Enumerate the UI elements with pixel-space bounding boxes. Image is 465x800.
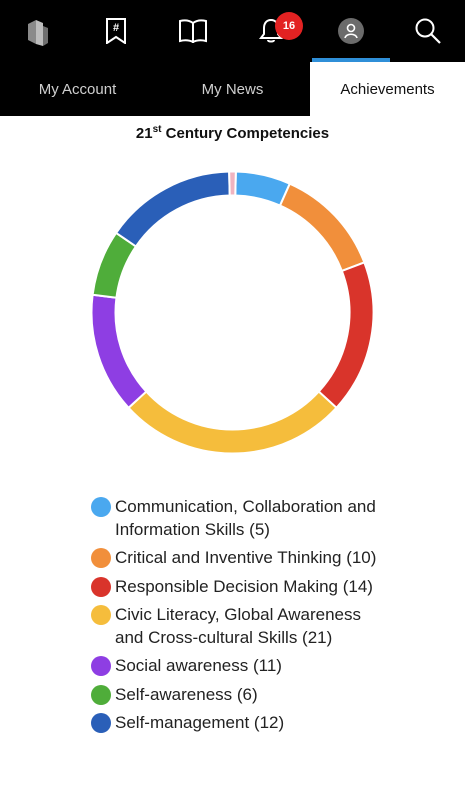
- tab-my-account[interactable]: My Account: [0, 62, 155, 116]
- notification-badge[interactable]: 16: [275, 12, 303, 40]
- active-tab-indicator: [312, 58, 390, 62]
- legend-item: Responsible Decision Making (14): [90, 576, 390, 599]
- tab-my-news[interactable]: My News: [155, 62, 310, 116]
- donut-slice[interactable]: [228, 170, 237, 197]
- tab-bar: My Account My News Achievements: [0, 62, 465, 116]
- chart-title-number: 21: [135, 125, 153, 142]
- chart-legend: Communication, Collaboration and Informa…: [90, 496, 390, 741]
- bookmark-hashtag-icon[interactable]: #: [88, 0, 144, 62]
- donut-slice[interactable]: [90, 293, 148, 410]
- chart-title-text: Century Competencies: [161, 125, 330, 142]
- legend-label: Civic Literacy, Global Awareness and Cro…: [115, 605, 361, 647]
- legend-label: Responsible Decision Making (14): [115, 576, 373, 596]
- legend-swatch: [91, 548, 111, 568]
- profile-icon[interactable]: [312, 0, 390, 62]
- legend-label: Self-awareness (6): [115, 684, 258, 704]
- legend-item: Critical and Inventive Thinking (10): [90, 547, 390, 570]
- svg-text:#: #: [113, 22, 119, 34]
- legend-swatch: [91, 576, 111, 597]
- donut-slice[interactable]: [278, 182, 366, 273]
- legend-label: Social awareness (11): [115, 656, 282, 675]
- top-nav-bar: # 16: [0, 0, 465, 62]
- tab-achievements[interactable]: Achievements: [310, 62, 465, 116]
- legend-item: Civic Literacy, Global Awareness and Cro…: [90, 604, 390, 649]
- legend-item: Social awareness (11): [90, 655, 390, 678]
- book-icon[interactable]: [165, 0, 221, 62]
- chart-title: 21st Century Competencies: [0, 124, 465, 142]
- legend-item: Communication, Collaboration and Informa…: [90, 496, 390, 541]
- donut-slice[interactable]: [317, 261, 375, 410]
- donut-slice[interactable]: [127, 390, 338, 455]
- legend-label: Critical and Inventive Thinking (10): [115, 548, 377, 567]
- legend-label: Communication, Collaboration and Informa…: [115, 497, 376, 539]
- donut-slice[interactable]: [114, 170, 231, 248]
- legend-swatch: [91, 656, 111, 676]
- legend-swatch: [91, 605, 111, 625]
- legend-swatch: [91, 684, 111, 705]
- legend-item: Self-management (12): [90, 712, 390, 735]
- search-icon[interactable]: [400, 0, 456, 62]
- legend-swatch: [91, 497, 111, 517]
- legend-swatch: [91, 713, 111, 733]
- legend-item: Self-awareness (6): [90, 684, 390, 707]
- donut-chart: [90, 170, 375, 455]
- legend-label: Self-management (12): [115, 713, 285, 732]
- chart-title-ordinal: st: [152, 124, 162, 135]
- logo-icon[interactable]: [10, 0, 66, 62]
